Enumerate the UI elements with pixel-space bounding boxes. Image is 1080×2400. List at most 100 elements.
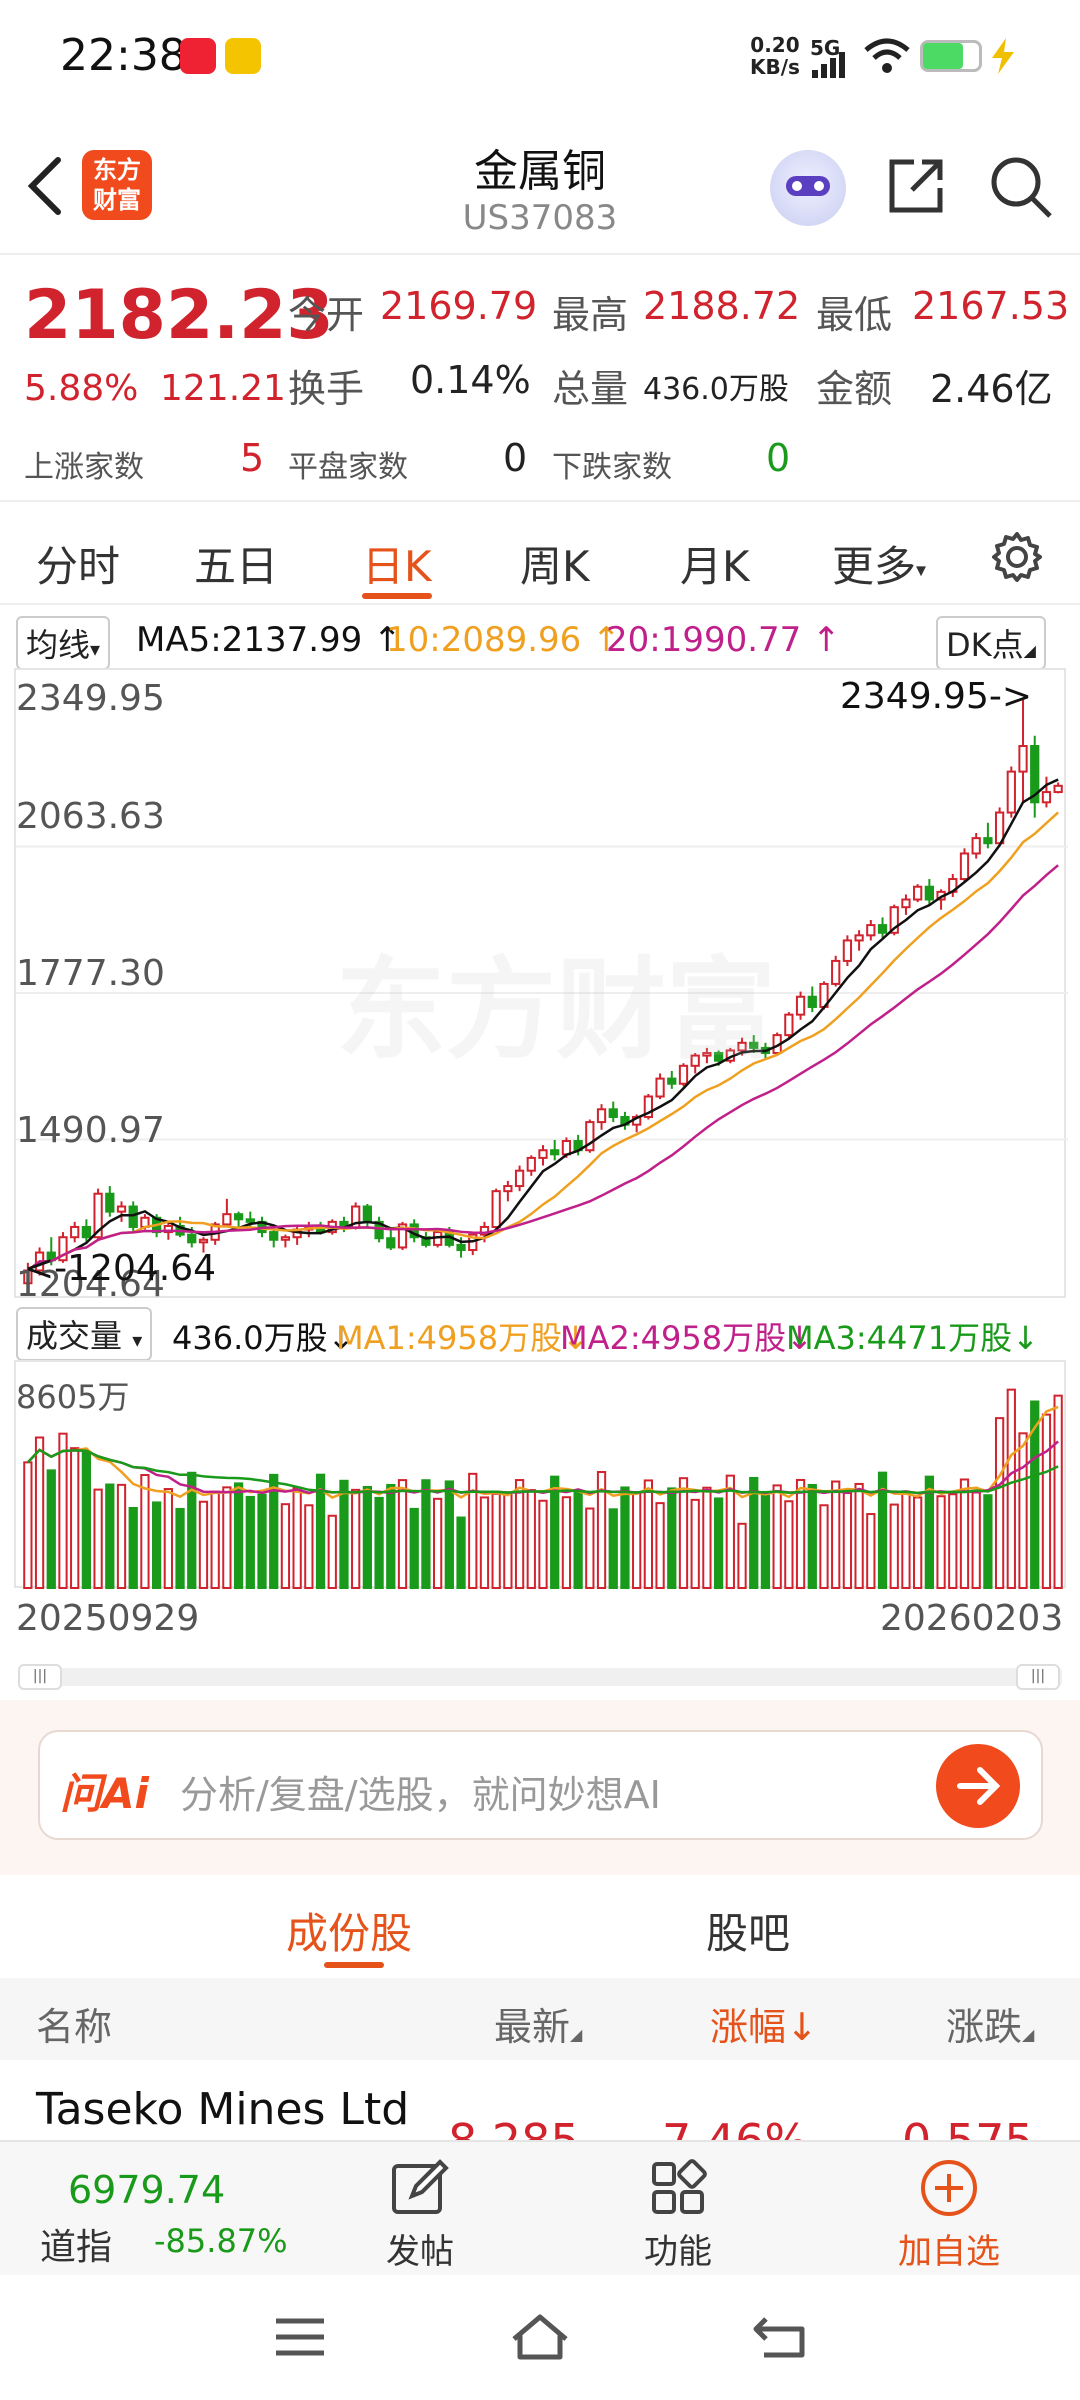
volume-bar [70,1447,80,1589]
high-value: 2188.72 [643,284,801,328]
candle [983,837,993,845]
volume-indicator-selector[interactable]: 成交量 ▾ [16,1307,153,1361]
change-pct: 5.88% [24,368,139,409]
volume-bar [760,1494,771,1589]
candle [749,1041,759,1049]
volume-bar [339,1479,349,1589]
candle [187,1233,197,1244]
clock: 22:38 [60,30,187,81]
tab-constituents[interactable]: 成份股 [286,1909,413,1958]
index-ticker[interactable]: 6979.74 道指 -85.87% [24,2142,294,2277]
col-latest[interactable]: 最新◢ [494,2005,583,2049]
ai-search-box[interactable]: 问Ai 分析/复盘/选股，就问妙想AI [38,1730,1043,1840]
volume-bar [409,1507,419,1589]
post-button[interactable]: 发帖 [360,2150,480,2272]
volume-bar [1006,1388,1016,1589]
volume-bar [222,1486,232,1589]
candle [585,1121,595,1152]
menu-icon[interactable] [272,2315,328,2359]
volume-bar [632,1491,642,1589]
range-slider-track[interactable] [18,1668,1062,1686]
kline-chart[interactable]: 东方财富 2349.95 2063.63 1777.30 1490.97 120… [14,668,1068,1305]
volume-bar [655,1502,665,1589]
ai-submit-button[interactable] [936,1744,1020,1828]
volume-bar [327,1514,337,1590]
system-nav-bar [0,2275,1080,2400]
candle [690,1054,700,1067]
volume-bar [526,1489,536,1589]
stock-header: 东方 财富 金属铜 US37083 [0,120,1080,255]
plus-circle-icon [921,2160,977,2216]
index-name: 道指 [40,2227,113,2268]
candle [1006,770,1016,814]
share-icon[interactable] [884,154,948,218]
tab-monthly-k[interactable]: 月K [680,542,750,591]
volume-bar [93,1488,103,1589]
ai-assistant-bar: 问Ai 分析/复盘/选股，就问妙想AI [0,1700,1080,1875]
ma-selector[interactable]: 均线▾ [16,616,111,670]
low-value: 2167.53 [912,284,1070,328]
volume-bar [46,1469,56,1589]
col-change[interactable]: 涨跌◢ [946,2005,1035,2049]
ma20-label: 20:1990.77 ↑ [606,620,841,660]
col-pct[interactable]: 涨幅↓ [710,2005,818,2049]
candle [1041,791,1052,804]
add-watchlist-button[interactable]: 加自选 [884,2150,1014,2272]
tab-more[interactable]: 更多▾ [832,542,927,591]
tab-five-day[interactable]: 五日 [194,542,279,591]
volume-chart[interactable]: 8605万 [14,1360,1066,1590]
volume-bar [667,1487,677,1589]
home-icon[interactable] [508,2309,572,2363]
range-slider-left-handle[interactable]: ||| [18,1664,62,1690]
volume-bar [198,1500,209,1589]
candle [913,885,923,901]
kline-svg [16,700,1068,1291]
ai-robot-icon[interactable] [770,150,846,226]
search-icon[interactable] [988,154,1054,220]
volume-bar [479,1496,490,1589]
volume-bar [877,1471,888,1589]
stock-code: US37083 [462,198,618,238]
volume-bar [678,1477,689,1589]
turnover-label: 换手 [288,367,365,411]
tab-forum[interactable]: 股吧 [706,1909,791,1958]
ma5-line [27,778,1059,1272]
ma-legend: 均线▾ MA5:2137.99 ↑ 10:2089.96 ↑ 20:1990.7… [0,612,1080,670]
vma2-line [26,1440,1059,1495]
charging-icon [992,38,1014,74]
up-count-label: 上涨家数 [24,450,144,485]
candle [23,1269,33,1285]
volume-bar [737,1522,747,1589]
range-slider-right-handle[interactable]: ||| [1016,1664,1060,1690]
volume-bar [503,1492,513,1589]
settings-gear-icon[interactable] [990,530,1044,584]
volume-bar [772,1484,782,1589]
tab-weekly-k[interactable]: 周K [520,542,590,591]
index-value: 6979.74 [68,2168,226,2212]
price-tick-2: 2063.63 [16,796,165,837]
volume-bar [444,1480,454,1589]
volume-bar [23,1461,33,1589]
tab-daily-k[interactable]: 日K [362,542,432,591]
function-button[interactable]: 功能 [618,2150,738,2272]
candle [81,1225,92,1239]
volume-bar [585,1507,595,1590]
back-arrow-icon[interactable] [22,154,70,218]
col-name[interactable]: 名称 [36,2005,113,2049]
volume-value: 436.0万股 [643,372,789,407]
amount-value: 2.46亿 [930,367,1053,411]
volume-bar [725,1474,735,1589]
candle [1018,745,1028,773]
candle [807,995,817,1008]
table-row[interactable]: Taseko Mines Ltd 8.285 7.46% 0.575 [0,2062,1080,2140]
candle [374,1220,384,1240]
volume-bar [81,1451,92,1589]
price-tick-4: 1490.97 [16,1110,165,1151]
date-start: 20250929 [16,1598,200,1639]
dk-point-toggle[interactable]: DK点◢ [936,616,1046,670]
back-nav-icon[interactable] [752,2311,812,2361]
ai-placeholder: 分析/复盘/选股，就问妙想AI [180,1773,661,1817]
volume-bar [807,1483,817,1589]
candle [538,1149,548,1159]
tab-intraday[interactable]: 分时 [36,542,121,591]
